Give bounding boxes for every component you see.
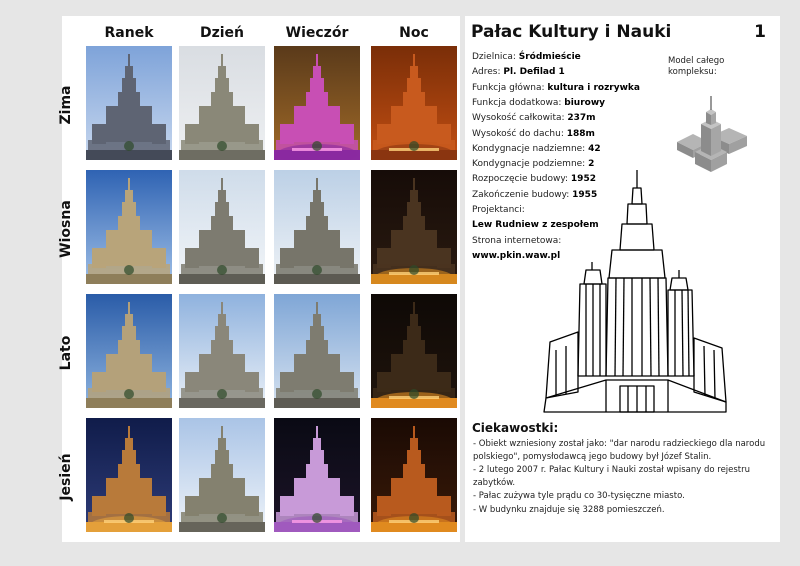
- photo-spring-day: [179, 170, 265, 284]
- info-value: 188m: [566, 128, 595, 139]
- info-line: Projektanci:: [472, 205, 525, 215]
- info-label: Funkcja główna:: [472, 82, 548, 93]
- info-label: Rozpoczęcie budowy:: [472, 174, 571, 185]
- photo-winter-night: [371, 46, 457, 160]
- info-line: Lew Rudniew z zespołem: [472, 220, 599, 230]
- info-line: Kondygnacje nadziemne: 42: [472, 144, 601, 154]
- info-label: Zakończenie budowy:: [472, 189, 573, 200]
- photo-spring-night: [371, 170, 457, 284]
- photo-winter-evening: [274, 46, 360, 160]
- info-line: Zakończenie budowy: 1955: [472, 190, 597, 200]
- info-line: Wysokość do dachu: 188m: [472, 129, 595, 139]
- model-caption: Model całego kompleksu:: [668, 56, 725, 77]
- info-value: 1952: [570, 174, 596, 185]
- photo-winter-morning: [86, 46, 172, 160]
- info-value: Śródmieście: [518, 52, 581, 62]
- photo-grid-panel: Ranek Dzień Wieczór Noc Zima Wiosna Lato…: [58, 16, 460, 542]
- info-panel: Pałac Kultury i Nauki 1 Dzielnica: Śródm…: [465, 16, 780, 542]
- fact-item: - Pałac zużywa tyle prądu co 30-tysięczn…: [473, 491, 685, 501]
- info-label: Kondygnacje podziemne:: [472, 159, 589, 170]
- column-header-morning: Ranek: [104, 25, 154, 41]
- info-line: Funkcja główna: kultura i rozrywka: [472, 83, 640, 93]
- row-header-autumn: Jesień: [58, 453, 74, 501]
- info-value: www.pkin.waw.pl: [472, 250, 561, 261]
- info-label: Wysokość całkowita:: [472, 113, 568, 124]
- fact-item: - 2 lutego 2007 r. Pałac Kultury i Nauki…: [473, 465, 751, 488]
- info-label: Funkcja dodatkowa:: [472, 97, 565, 108]
- photo-winter-day: [179, 46, 265, 160]
- info-label: Adres:: [472, 67, 504, 78]
- info-value: 2: [588, 159, 595, 170]
- info-line: Funkcja dodatkowa: biurowy: [472, 98, 605, 108]
- photo-autumn-evening: [274, 418, 360, 532]
- info-value: 237m: [567, 113, 596, 124]
- info-value: kultura i rozrywka: [547, 82, 640, 93]
- info-label: Wysokość do dachu:: [472, 128, 567, 139]
- building-line-drawing: [543, 170, 727, 413]
- facts-title: Ciekawostki:: [472, 421, 559, 435]
- row-header-spring: Wiosna: [58, 200, 74, 258]
- row-header-winter: Zima: [58, 85, 74, 125]
- info-value: 1955: [572, 189, 598, 200]
- info-label: Dzielnica:: [472, 52, 519, 62]
- info-value: biurowy: [564, 97, 606, 108]
- photo-summer-day: [179, 294, 265, 408]
- complex-model-image: [677, 96, 747, 172]
- info-line: Strona internetowa:: [472, 236, 561, 246]
- info-line: Dzielnica: Śródmieście: [472, 52, 581, 62]
- info-label: Projektanci:: [472, 205, 525, 215]
- column-header-day: Dzień: [199, 25, 245, 41]
- info-line: Adres: Pl. Defilad 1: [472, 67, 565, 77]
- info-value: 42: [588, 143, 601, 154]
- page-title: Pałac Kultury i Nauki: [471, 22, 672, 42]
- fact-item: - W budynku znajduje się 3288 pomieszcze…: [473, 505, 665, 515]
- info-line: Kondygnacje podziemne: 2: [472, 159, 594, 169]
- photo-spring-morning: [86, 170, 172, 284]
- info-value: Pl. Defilad 1: [503, 67, 565, 78]
- info-line: Wysokość całkowita: 237m: [472, 113, 596, 123]
- info-label: Kondygnacje nadziemne:: [472, 143, 589, 154]
- info-value: Lew Rudniew z zespołem: [472, 220, 599, 231]
- page-number: 1: [754, 22, 766, 42]
- fact-item: - Obiekt wzniesiony został jako: "dar na…: [473, 439, 766, 462]
- photo-summer-evening: [274, 294, 360, 408]
- photo-autumn-morning: [86, 418, 172, 532]
- info-line: www.pkin.waw.pl: [472, 251, 560, 261]
- row-header-summer: Lato: [58, 335, 74, 371]
- photo-spring-evening: [274, 170, 360, 284]
- column-header-night: Noc: [399, 25, 429, 41]
- photo-summer-morning: [86, 294, 172, 408]
- photo-autumn-night: [371, 418, 457, 532]
- photo-summer-night: [371, 294, 457, 408]
- column-header-evening: Wieczór: [285, 25, 349, 41]
- info-line: Rozpoczęcie budowy: 1952: [472, 174, 596, 184]
- photo-autumn-day: [179, 418, 265, 532]
- info-label: Strona internetowa:: [472, 235, 562, 246]
